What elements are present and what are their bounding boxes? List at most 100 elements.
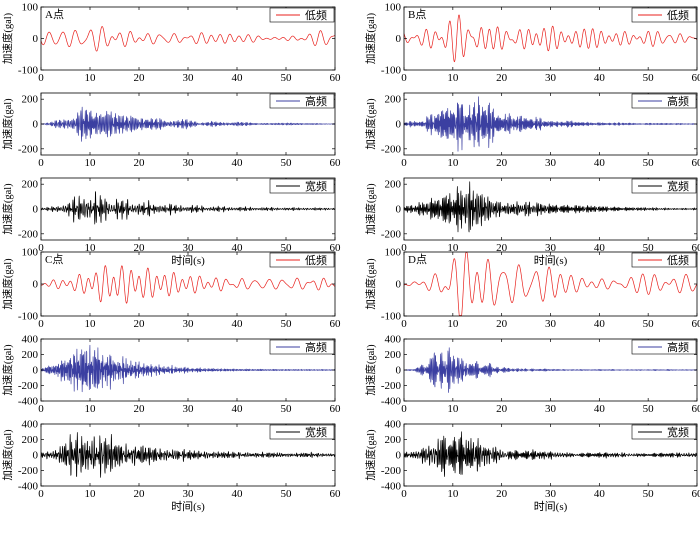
y-tick-label: -200 (381, 143, 402, 155)
x-tick-label: 60 (330, 318, 342, 330)
x-tick-label: 40 (232, 157, 244, 169)
x-tick-label: 30 (545, 488, 557, 500)
x-tick-label: 60 (330, 242, 342, 254)
y-axis-label: 加速度(gal) (1, 183, 14, 235)
x-tick-label: 20 (134, 242, 146, 254)
y-tick-label: 0 (33, 119, 39, 131)
y-tick-label: 100 (22, 2, 39, 14)
x-tick-label: 20 (496, 403, 508, 415)
series-line-宽频 (40, 191, 336, 225)
x-tick-label: 40 (232, 318, 244, 330)
x-tick-label: 20 (496, 488, 508, 500)
x-tick-label: 40 (594, 72, 606, 84)
legend-label: 宽频 (305, 179, 327, 193)
y-tick-label: -200 (18, 465, 39, 477)
x-tick-label: 50 (643, 242, 655, 254)
series-line-高频 (40, 106, 336, 142)
legend-label: 高频 (667, 94, 689, 108)
x-tick-label: 40 (232, 403, 244, 415)
x-tick-label: 50 (281, 488, 293, 500)
x-tick-label: 20 (496, 72, 508, 84)
y-tick-label: 0 (396, 365, 402, 377)
subplot-4-3: 0 10 20 30 40 50 60 400 200 0 -200 -400 加速度(gal) 宽频时间… (364, 419, 700, 514)
x-tick-label: 10 (85, 242, 97, 254)
y-tick-label: -200 (381, 228, 402, 240)
legend-box (631, 339, 697, 355)
y-tick-label: -200 (18, 143, 39, 155)
y-tick-label: -400 (381, 396, 402, 408)
x-tick-label: 20 (134, 72, 146, 84)
y-tick-label: 200 (385, 434, 402, 446)
y-tick-label: 0 (396, 204, 402, 216)
x-tick-label: 40 (594, 157, 606, 169)
y-tick-label: 0 (33, 365, 39, 377)
x-tick-label: 50 (281, 72, 293, 84)
x-tick-label: 0 (38, 157, 44, 169)
x-tick-label: 0 (38, 72, 44, 84)
x-tick-label: 10 (85, 403, 97, 415)
series-line-低频 (40, 265, 336, 304)
x-tick-label: 30 (183, 488, 195, 500)
y-tick-label: 200 (385, 349, 402, 361)
y-tick-label: 400 (385, 334, 402, 346)
y-axis-label: 加速度(gal) (364, 183, 377, 235)
legend-label: 高频 (305, 94, 327, 108)
legend-box (631, 7, 697, 23)
y-tick-label: 200 (385, 179, 402, 191)
x-tick-label: 50 (281, 318, 293, 330)
x-tick-label: 10 (447, 72, 459, 84)
legend-label: 低频 (667, 253, 689, 267)
legend: 宽频 (269, 424, 335, 440)
series-line-低频 (403, 14, 698, 63)
x-tick-label: 40 (232, 488, 244, 500)
x-tick-label: 60 (330, 403, 342, 415)
legend-label: 低频 (305, 253, 327, 267)
y-tick-label: -200 (381, 380, 402, 392)
x-tick-label: 50 (281, 242, 293, 254)
legend: 高频 (269, 93, 335, 109)
x-tick-label: 0 (401, 403, 407, 415)
x-tick-label: 20 (134, 157, 146, 169)
x-tick-label: 60 (692, 318, 700, 330)
series-line-高频 (40, 344, 336, 393)
y-axis-label: 加速度(gal) (1, 429, 14, 481)
legend-box (269, 252, 335, 268)
legend: 高频 (269, 339, 335, 355)
x-tick-label: 10 (85, 318, 97, 330)
x-tick-label: 60 (692, 403, 700, 415)
subplot-1-2: 0 10 20 30 40 50 60 200 0 -200 加速度(gal) 高频 (1, 92, 341, 169)
x-tick-label: 30 (545, 242, 557, 254)
x-tick-label: 30 (545, 403, 557, 415)
x-tick-label: 20 (134, 488, 146, 500)
x-tick-label: 0 (38, 242, 44, 254)
x-tick-label: 10 (447, 242, 459, 254)
y-tick-label: -400 (18, 481, 39, 493)
legend-label: 低频 (305, 8, 327, 22)
y-tick-label: -200 (18, 228, 39, 240)
x-tick-label: 50 (643, 318, 655, 330)
y-tick-label: -100 (381, 65, 402, 77)
x-axis-label: 时间(s) (171, 500, 205, 513)
x-tick-label: 30 (183, 72, 195, 84)
y-tick-label: 200 (22, 349, 39, 361)
x-tick-label: 50 (643, 488, 655, 500)
y-tick-label: -100 (18, 65, 39, 77)
y-tick-label: 400 (22, 334, 39, 346)
point-label: B点 (408, 8, 426, 21)
legend-box (631, 424, 697, 440)
x-tick-label: 60 (692, 242, 700, 254)
x-tick-label: 30 (545, 157, 557, 169)
x-tick-label: 50 (281, 403, 293, 415)
x-tick-label: 50 (643, 72, 655, 84)
legend-box (269, 424, 335, 440)
y-tick-label: 400 (385, 419, 402, 431)
x-tick-label: 60 (330, 488, 342, 500)
subplot-3-3: 0 10 20 30 40 50 60 400 200 0 -200 -400 加速度(gal) 宽频时间… (1, 419, 341, 514)
